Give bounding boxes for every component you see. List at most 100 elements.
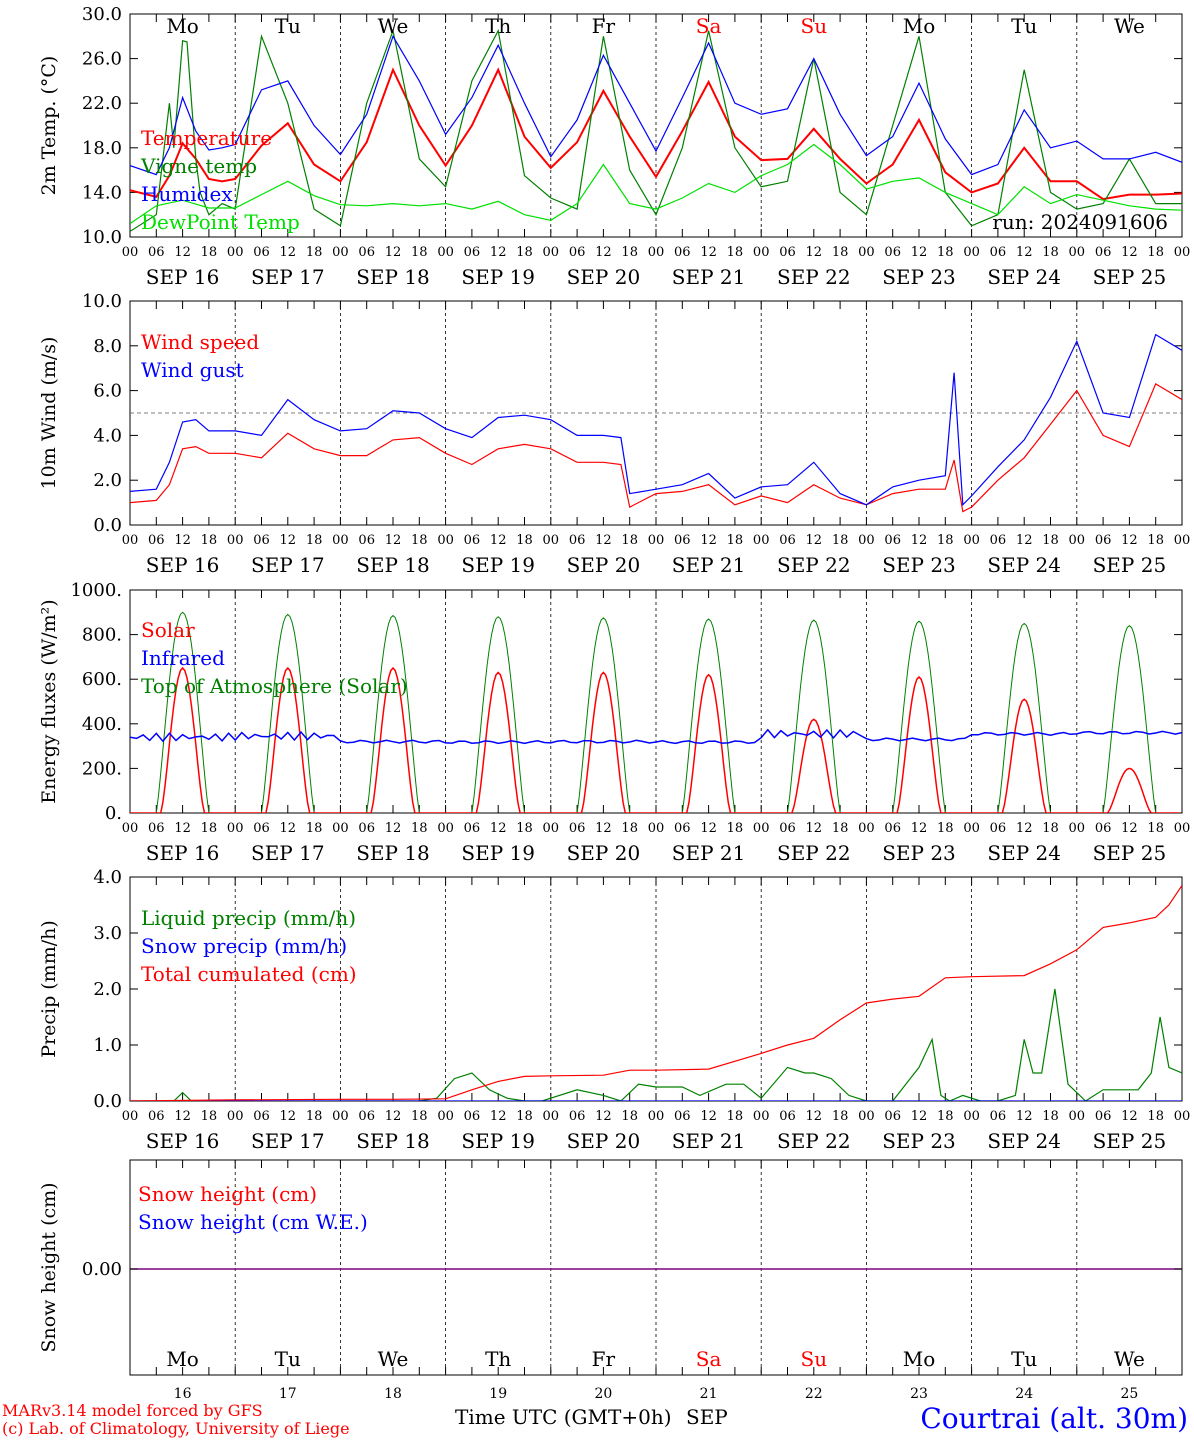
run-annotation: run: 2024091606 <box>992 210 1168 234</box>
hour-tick-label: 00 <box>332 533 349 548</box>
hour-tick-label: 00 <box>753 1109 770 1124</box>
date-label: SEP 16 <box>146 841 220 865</box>
hour-tick-label: 12 <box>911 245 928 260</box>
series-group <box>130 333 1182 513</box>
hour-tick-label: 00 <box>858 1109 875 1124</box>
station-label: Courtrai (alt. 30m) <box>920 1402 1188 1435</box>
y-tick-label: 0. <box>105 803 122 824</box>
hour-tick-label: 06 <box>358 1109 375 1124</box>
hour-tick-label: 18 <box>1147 821 1164 836</box>
hour-tick-label: 12 <box>1016 1109 1033 1124</box>
hour-tick-label: 18 <box>411 821 428 836</box>
date-label: SEP 25 <box>1093 265 1167 289</box>
series-humidex <box>130 34 1182 176</box>
hour-tick-label: 12 <box>806 533 823 548</box>
day-abbr-top: Th <box>485 14 511 38</box>
legend-entry: Snow height (cm W.E.) <box>138 1210 368 1234</box>
series-wind-speed <box>130 383 1182 513</box>
date-label: SEP 20 <box>567 265 641 289</box>
y-tick-label: 400. <box>82 714 122 735</box>
hour-tick-label: 18 <box>832 245 849 260</box>
hour-tick-label: 00 <box>1174 1109 1191 1124</box>
date-label: SEP 25 <box>1093 1129 1167 1153</box>
date-label: SEP 23 <box>882 1129 956 1153</box>
hour-tick-label: 00 <box>648 533 665 548</box>
hour-tick-label: 12 <box>806 245 823 260</box>
hour-tick-label: 12 <box>490 245 507 260</box>
hour-tick-label: 06 <box>569 245 586 260</box>
legend-entry: DewPoint Temp <box>141 210 300 234</box>
hour-tick-label: 12 <box>1121 245 1138 260</box>
legend-entry: Liquid precip (mm/h) <box>141 906 356 930</box>
hour-tick-label: 06 <box>464 533 481 548</box>
hour-tick-label: 00 <box>963 821 980 836</box>
hour-tick-label: 12 <box>806 821 823 836</box>
legend-entry: Solar <box>141 618 195 642</box>
hour-tick-label: 12 <box>1016 821 1033 836</box>
y-tick-label: 14.0 <box>82 182 122 203</box>
hour-tick-label: 18 <box>516 533 533 548</box>
hour-tick-label: 06 <box>884 245 901 260</box>
hour-tick-label: 18 <box>411 245 428 260</box>
legend-entry: Temperature <box>141 126 272 150</box>
hour-tick-label: 06 <box>253 1109 270 1124</box>
hour-tick-label: 18 <box>832 533 849 548</box>
model-credit: MARv3.14 model forced by GFS <box>2 1401 263 1420</box>
hour-tick-label: 12 <box>280 533 297 548</box>
day-abbr-top: We <box>1114 14 1145 38</box>
day-number: 21 <box>700 1386 718 1402</box>
hour-tick-label: 18 <box>411 1109 428 1124</box>
hour-tick-label: 18 <box>621 533 638 548</box>
date-label: SEP 22 <box>777 265 851 289</box>
hour-tick-label: 18 <box>1147 245 1164 260</box>
hour-tick-label: 00 <box>1069 533 1086 548</box>
hour-tick-label: 12 <box>595 245 612 260</box>
hour-tick-label: 00 <box>858 245 875 260</box>
hour-tick-label: 12 <box>490 533 507 548</box>
hour-tick-label: 00 <box>1174 245 1191 260</box>
date-label: SEP 20 <box>567 841 641 865</box>
y-axis-label: Snow height (cm) <box>38 1182 60 1352</box>
hour-tick-label: 12 <box>700 245 717 260</box>
day-abbr-top: Fr <box>592 14 616 38</box>
date-label: SEP 23 <box>882 841 956 865</box>
date-label: SEP 18 <box>356 1129 430 1153</box>
hour-tick-label: 18 <box>516 245 533 260</box>
hour-tick-label: 06 <box>358 821 375 836</box>
hour-tick-label: 06 <box>253 821 270 836</box>
hour-tick-label: 18 <box>1147 533 1164 548</box>
y-tick-label: 6.0 <box>93 381 122 402</box>
series-wind-gust <box>130 333 1182 507</box>
day-abbr-bottom: Mo <box>903 1347 936 1371</box>
hour-tick-label: 06 <box>884 1109 901 1124</box>
date-label: SEP 25 <box>1093 841 1167 865</box>
day-abbr-top: Sa <box>696 14 722 38</box>
hour-tick-label: 18 <box>727 533 744 548</box>
day-number: 24 <box>1015 1386 1033 1402</box>
hour-tick-label: 18 <box>516 821 533 836</box>
hour-tick-label: 18 <box>832 1109 849 1124</box>
hour-tick-label: 00 <box>963 245 980 260</box>
date-label: SEP 17 <box>251 553 325 577</box>
panels: 00 06 12 18 00 06 12 18 00 06 12 18 00 06 12 18 00 06 12 18… <box>38 4 1190 1402</box>
hour-tick-label: 12 <box>1016 533 1033 548</box>
hour-tick-label: 06 <box>464 1109 481 1124</box>
hour-tick-label: 00 <box>122 533 139 548</box>
day-abbr-bottom: Mo <box>166 1347 199 1371</box>
hour-tick-label: 12 <box>911 533 928 548</box>
y-tick-label: 18.0 <box>82 138 122 159</box>
time-axis-label: Time UTC (GMT+0h) <box>455 1405 672 1429</box>
hour-tick-label: 00 <box>227 821 244 836</box>
hour-tick-label: 00 <box>648 821 665 836</box>
hour-tick-label: 18 <box>1147 1109 1164 1124</box>
month-label: SEP <box>686 1405 728 1429</box>
hour-tick-label: 12 <box>174 245 191 260</box>
day-abbr-top: Su <box>801 14 828 38</box>
hour-tick-label: 12 <box>385 1109 402 1124</box>
y-tick-label: 30.0 <box>82 4 122 25</box>
legend-entry: Humidex <box>141 182 233 206</box>
series-group <box>130 28 1182 232</box>
hour-tick-label: 00 <box>227 1109 244 1124</box>
hour-tick-label: 06 <box>884 821 901 836</box>
y-tick-label: 26.0 <box>82 49 122 70</box>
